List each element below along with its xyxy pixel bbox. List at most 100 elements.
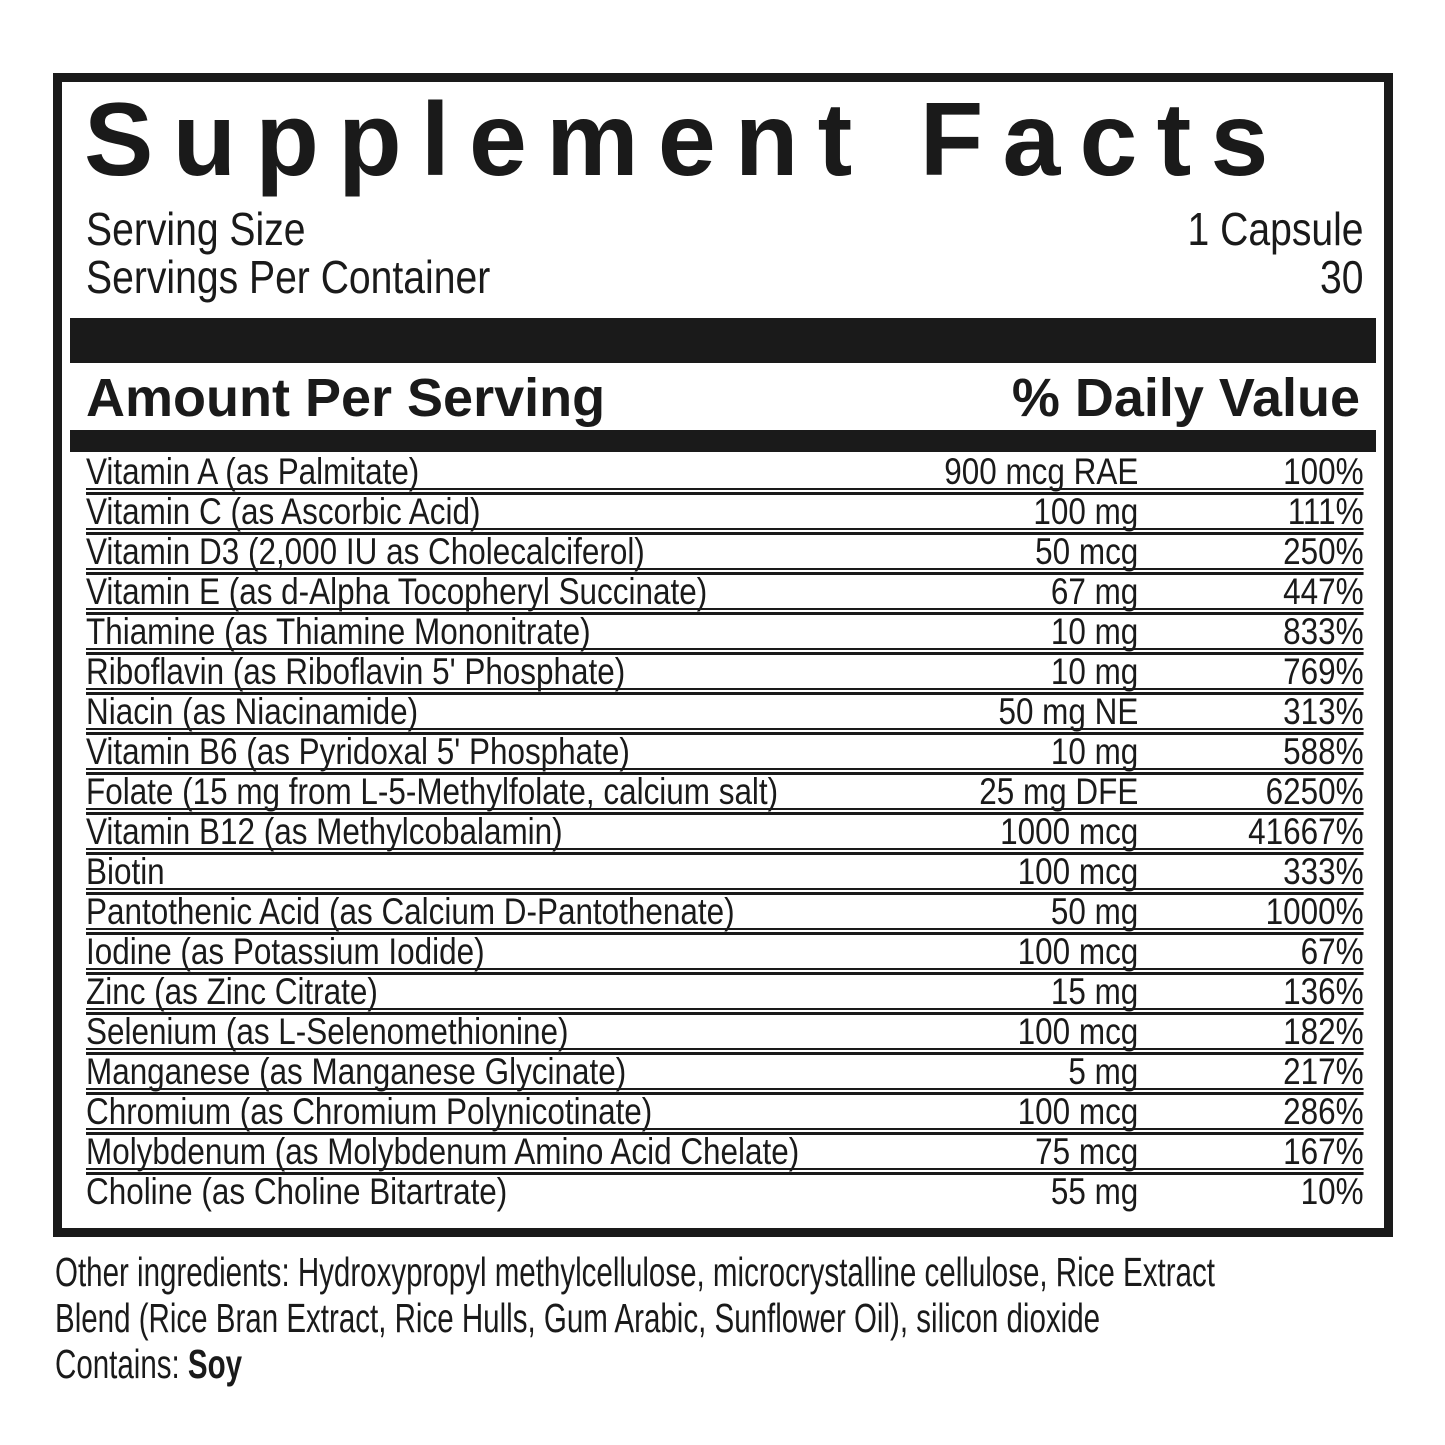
nutrient-name: Iodine (as Potassium Iodide) — [86, 930, 485, 972]
row-separator — [86, 1127, 1364, 1135]
table-row: Vitamin C (as Ascorbic Acid) 100 mg 111% — [86, 490, 1364, 535]
nutrient-name: Thiamine (as Thiamine Mononitrate) — [86, 610, 591, 652]
serving-size-label: Serving Size — [86, 203, 306, 256]
nutrient-row: Vitamin E (as d-Alpha Tocopheryl Succina… — [86, 570, 1364, 612]
nutrient-name: Selenium (as L-Selenomethionine) — [86, 1010, 569, 1052]
nutrient-amount: 100 mcg — [1017, 1010, 1139, 1052]
nutrient-amount: 100 mcg — [1017, 1090, 1139, 1132]
nutrient-row: Vitamin B12 (as Methylcobalamin) 1000 mc… — [86, 810, 1364, 852]
nutrient-name: Vitamin E (as d-Alpha Tocopheryl Succina… — [86, 570, 708, 612]
servings-per-container-label: Servings Per Container — [86, 251, 491, 304]
nutrient-daily-value: 217% — [1283, 1050, 1364, 1092]
nutrient-row: Thiamine (as Thiamine Mononitrate) 10 mg… — [86, 610, 1364, 652]
panel-title: Supplement Facts — [84, 82, 1288, 198]
footer: Other ingredients: Hydroxypropyl methylc… — [55, 1249, 1445, 1388]
nutrient-name: Pantothenic Acid (as Calcium D-Pantothen… — [86, 890, 735, 932]
nutrient-daily-value: 588% — [1283, 730, 1364, 772]
nutrient-daily-value: 100% — [1283, 450, 1364, 492]
row-separator — [86, 767, 1364, 775]
nutrient-name: Choline (as Choline Bitartrate) — [86, 1170, 508, 1212]
nutrient-row: Zinc (as Zinc Citrate) 15 mg 136% — [86, 970, 1364, 1012]
table-row: Folate (15 mg from L-5-Methylfolate, cal… — [86, 770, 1364, 815]
row-separator — [86, 1007, 1364, 1015]
row-separator — [86, 607, 1364, 615]
row-separator — [86, 527, 1364, 535]
table-row: Manganese (as Manganese Glycinate) 5 mg … — [86, 1050, 1364, 1095]
serving-size-row: Serving Size 1 Capsule — [86, 203, 1364, 256]
nutrient-daily-value: 41667% — [1248, 810, 1364, 852]
contains-line: Contains: Soy — [55, 1341, 1445, 1388]
nutrient-amount: 10 mg — [1050, 730, 1139, 772]
nutrient-row: Choline (as Choline Bitartrate) 55 mg 10… — [86, 1170, 1364, 1212]
table-row: Vitamin E (as d-Alpha Tocopheryl Succina… — [86, 570, 1364, 615]
table-row: Zinc (as Zinc Citrate) 15 mg 136% — [86, 970, 1364, 1015]
nutrient-row: Folate (15 mg from L-5-Methylfolate, cal… — [86, 770, 1364, 812]
table-row: Vitamin D3 (2,000 IU as Cholecalciferol)… — [86, 530, 1364, 575]
nutrient-daily-value: 333% — [1283, 850, 1364, 892]
nutrient-daily-value: 182% — [1283, 1010, 1364, 1052]
nutrient-amount: 50 mg — [1050, 890, 1139, 932]
divider-bar-medium — [70, 429, 1376, 452]
nutrient-amount: 75 mcg — [1035, 1130, 1139, 1172]
table-row: Selenium (as L-Selenomethionine) 100 mcg… — [86, 1010, 1364, 1055]
nutrient-amount: 100 mcg — [1017, 850, 1139, 892]
nutrient-name: Biotin — [86, 850, 165, 892]
nutrient-row: Riboflavin (as Riboflavin 5' Phosphate) … — [86, 650, 1364, 692]
table-row: Pantothenic Acid (as Calcium D-Pantothen… — [86, 890, 1364, 935]
row-separator — [86, 807, 1364, 815]
nutrient-daily-value: 167% — [1283, 1130, 1364, 1172]
row-separator — [86, 1087, 1364, 1095]
nutrient-daily-value: 111% — [1287, 490, 1364, 532]
nutrient-amount: 50 mg NE — [998, 690, 1139, 732]
nutrient-name: Molybdenum (as Molybdenum Amino Acid Che… — [86, 1130, 800, 1172]
row-separator — [86, 567, 1364, 575]
row-separator — [86, 727, 1364, 735]
nutrient-name: Folate (15 mg from L-5-Methylfolate, cal… — [86, 770, 779, 812]
daily-value-header: % Daily Value — [1011, 367, 1360, 428]
row-separator — [86, 1167, 1364, 1175]
other-ingredients-line: Other ingredients: Hydroxypropyl methylc… — [55, 1249, 1215, 1295]
nutrient-rows: Vitamin A (as Palmitate) 900 mcg RAE 100… — [86, 450, 1364, 1212]
nutrient-daily-value: 447% — [1283, 570, 1364, 612]
supplement-facts-panel: Supplement Facts Serving Size 1 Capsule … — [53, 73, 1393, 1237]
row-separator — [86, 487, 1364, 495]
nutrient-daily-value: 286% — [1283, 1090, 1364, 1132]
nutrient-amount: 100 mcg — [1017, 930, 1139, 972]
nutrient-row: Niacin (as Niacinamide) 50 mg NE 313% — [86, 690, 1364, 732]
serving-size-value: 1 Capsule — [1187, 203, 1364, 256]
nutrient-amount: 15 mg — [1050, 970, 1139, 1012]
table-row: Vitamin A (as Palmitate) 900 mcg RAE 100… — [86, 450, 1364, 495]
nutrient-row: Pantothenic Acid (as Calcium D-Pantothen… — [86, 890, 1364, 932]
nutrient-name: Manganese (as Manganese Glycinate) — [86, 1050, 627, 1092]
row-separator — [86, 687, 1364, 695]
nutrient-name: Vitamin B12 (as Methylcobalamin) — [86, 810, 563, 852]
nutrient-name: Vitamin C (as Ascorbic Acid) — [86, 490, 481, 532]
nutrient-name: Chromium (as Chromium Polynicotinate) — [86, 1090, 653, 1132]
row-separator — [86, 1047, 1364, 1055]
divider-bar-thick — [70, 317, 1376, 363]
nutrient-name: Niacin (as Niacinamide) — [86, 690, 419, 732]
nutrient-daily-value: 250% — [1283, 530, 1364, 572]
nutrient-daily-value: 136% — [1283, 970, 1364, 1012]
nutrient-row: Vitamin C (as Ascorbic Acid) 100 mg 111% — [86, 490, 1364, 532]
servings-per-container-row: Servings Per Container 30 — [86, 251, 1364, 304]
table-row: Choline (as Choline Bitartrate) 55 mg 10… — [86, 1170, 1364, 1212]
nutrient-amount: 5 mg — [1068, 1050, 1139, 1092]
nutrient-amount: 10 mg — [1050, 650, 1139, 692]
nutrient-daily-value: 10% — [1300, 1170, 1364, 1212]
nutrient-row: Vitamin D3 (2,000 IU as Cholecalciferol)… — [86, 530, 1364, 572]
table-row: Molybdenum (as Molybdenum Amino Acid Che… — [86, 1130, 1364, 1175]
amount-per-serving-header: Amount Per Serving — [86, 367, 606, 428]
nutrient-row: Molybdenum (as Molybdenum Amino Acid Che… — [86, 1130, 1364, 1172]
nutrient-row: Manganese (as Manganese Glycinate) 5 mg … — [86, 1050, 1364, 1092]
table-row: Niacin (as Niacinamide) 50 mg NE 313% — [86, 690, 1364, 735]
nutrient-amount: 25 mg DFE — [979, 770, 1139, 812]
nutrient-name: Vitamin A (as Palmitate) — [86, 450, 420, 492]
servings-per-container-value: 30 — [1320, 251, 1364, 304]
nutrient-name: Vitamin B6 (as Pyridoxal 5' Phosphate) — [86, 730, 630, 772]
nutrient-daily-value: 1000% — [1265, 890, 1364, 932]
nutrient-daily-value: 769% — [1283, 650, 1364, 692]
table-row: Riboflavin (as Riboflavin 5' Phosphate) … — [86, 650, 1364, 695]
nutrient-row: Iodine (as Potassium Iodide) 100 mcg 67% — [86, 930, 1364, 972]
nutrient-daily-value: 313% — [1283, 690, 1364, 732]
